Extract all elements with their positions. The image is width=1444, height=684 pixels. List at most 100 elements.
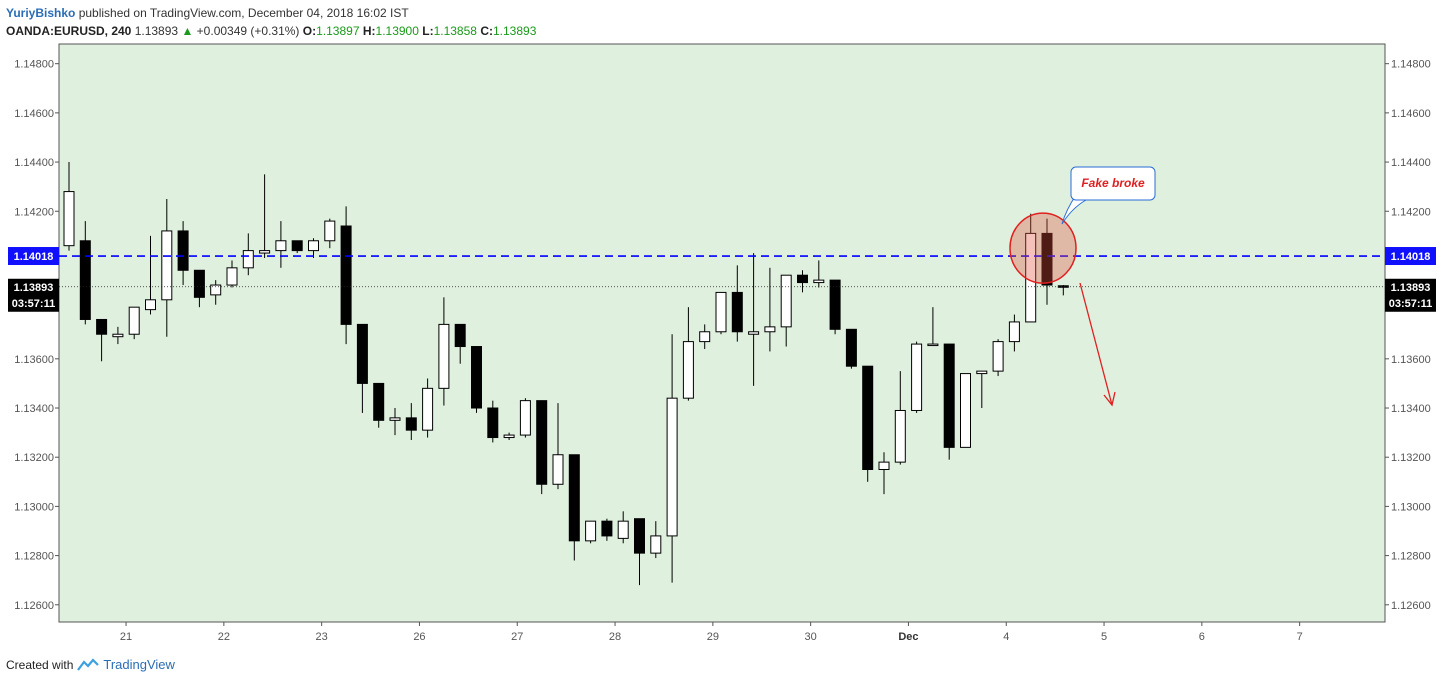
bull-candle xyxy=(894,409,906,463)
bull-candle xyxy=(308,240,319,252)
x-tick-label: 6 xyxy=(1199,631,1205,643)
open-label: O: xyxy=(302,24,317,38)
bull-candle xyxy=(112,333,124,338)
bull-candle xyxy=(813,279,825,284)
author-name[interactable]: YuriyBishko xyxy=(6,6,76,20)
bear-candle xyxy=(1041,232,1053,286)
bear-candle xyxy=(193,269,205,298)
plot-area[interactable] xyxy=(58,43,1386,623)
x-axis[interactable]: 21 22 23 26 27 28 29 30 Dec 4 5 6 7 xyxy=(120,622,1303,643)
y-tick-label: 1.13200 xyxy=(14,452,54,464)
last-price-badge xyxy=(1385,278,1436,312)
bull-candle xyxy=(699,331,711,343)
bull-candle xyxy=(585,520,597,542)
y-axis-right[interactable]: 1.14800 1.14600 1.14400 1.14200 1.13600 1.134… xyxy=(1385,59,1431,612)
published-text: published on TradingView.com, December 0… xyxy=(78,6,409,20)
bull-candle xyxy=(715,291,727,333)
bull-candle xyxy=(503,434,515,439)
y-tick-label: 1.13600 xyxy=(14,354,54,366)
bull-candle xyxy=(210,284,222,296)
bull-candle xyxy=(878,461,890,471)
countdown-label: 03:57:11 xyxy=(1389,298,1432,310)
publish-line: YuriyBishko published on TradingView.com… xyxy=(6,4,536,22)
bull-candle xyxy=(161,230,173,301)
x-tick-label: 21 xyxy=(120,631,132,643)
bear-candle xyxy=(177,230,189,271)
x-tick-label: 5 xyxy=(1101,631,1107,643)
bull-candle xyxy=(1008,321,1020,343)
low-value: 1.13858 xyxy=(433,24,477,38)
bull-candle xyxy=(960,373,971,448)
bear-candle xyxy=(1057,285,1069,288)
created-with-label: Created with xyxy=(6,657,74,672)
bull-candle xyxy=(666,397,678,537)
callout-box xyxy=(1070,166,1156,201)
y-tick-label: 1.12600 xyxy=(14,600,54,612)
open-value: 1.13897 xyxy=(316,24,360,38)
bull-candle xyxy=(552,454,564,485)
y-tick-label: 1.13600 xyxy=(1391,354,1431,366)
bear-candle xyxy=(601,520,613,537)
level-price-badge xyxy=(1385,247,1436,266)
y-tick-label: 1.14800 xyxy=(14,59,54,71)
close-label: C: xyxy=(480,24,493,38)
up-triangle-icon: ▲ xyxy=(181,24,194,38)
x-tick-label: 27 xyxy=(511,631,523,643)
x-tick-label: 23 xyxy=(316,631,328,643)
annotations: Fake broke xyxy=(1009,166,1156,407)
tradingview-brand[interactable]: TradingView xyxy=(103,657,175,672)
y-tick-label: 1.14400 xyxy=(14,157,54,169)
bull-candle xyxy=(748,331,760,335)
price-change: +0.00349 (+0.31%) xyxy=(196,24,300,38)
bear-candle xyxy=(568,454,580,542)
level-price-label: 1.14018 xyxy=(14,251,54,263)
footer: Created with TradingView xyxy=(6,657,175,672)
bull-candle xyxy=(780,274,792,328)
bear-candle xyxy=(79,240,91,320)
bull-candle xyxy=(145,299,156,311)
bull-candle xyxy=(992,341,1004,372)
bull-candle xyxy=(764,326,776,333)
bull-candle xyxy=(63,191,75,247)
bull-candle xyxy=(389,417,401,421)
y-tick-label: 1.14200 xyxy=(14,206,54,218)
y-tick-label: 1.13000 xyxy=(14,501,54,513)
x-tick-label: 4 xyxy=(1003,631,1009,643)
bear-candle xyxy=(845,328,857,367)
bear-candle xyxy=(454,323,466,348)
y-axis-left[interactable]: 1.14800 1.14600 1.14400 1.14200 1.13600 1.134… xyxy=(14,59,59,612)
bull-candle xyxy=(226,267,238,286)
bear-candle xyxy=(634,518,645,554)
x-tick-label: 7 xyxy=(1297,631,1303,643)
x-tick-label: 29 xyxy=(707,631,719,643)
bear-candle xyxy=(731,291,743,333)
bull-candle xyxy=(911,343,923,411)
symbol-line: OANDA:EURUSD, 240 1.13893 ▲ +0.00349 (+0… xyxy=(6,22,536,40)
last-price-badge xyxy=(8,278,59,312)
tradingview-logo-icon xyxy=(77,657,100,671)
bear-candle xyxy=(943,343,955,448)
bull-candle xyxy=(682,341,694,399)
y-tick-label: 1.13400 xyxy=(14,403,54,415)
chart-header: YuriyBishko published on TradingView.com… xyxy=(6,4,536,40)
y-tick-label: 1.13400 xyxy=(1391,403,1431,415)
y-tick-label: 1.14200 xyxy=(1391,206,1431,218)
low-label: L: xyxy=(422,24,434,38)
x-tick-label: 22 xyxy=(218,631,230,643)
y-tick-label: 1.14600 xyxy=(14,108,54,120)
candle-series xyxy=(63,162,1069,586)
symbol-label: OANDA:EURUSD, 240 xyxy=(6,24,132,38)
highlight-circle xyxy=(1009,212,1077,284)
bull-candle xyxy=(128,306,140,335)
bear-candle xyxy=(471,346,482,409)
close-value: 1.13893 xyxy=(492,24,537,38)
bull-candle xyxy=(422,387,434,431)
last-price: 1.13893 xyxy=(134,24,179,38)
level-price-badge xyxy=(8,247,59,266)
down-arrow-line xyxy=(1079,282,1113,406)
bull-candle xyxy=(976,370,988,375)
down-arrow-icon xyxy=(1103,391,1116,407)
bear-candle xyxy=(405,417,417,431)
x-tick-label: Dec xyxy=(898,631,918,643)
